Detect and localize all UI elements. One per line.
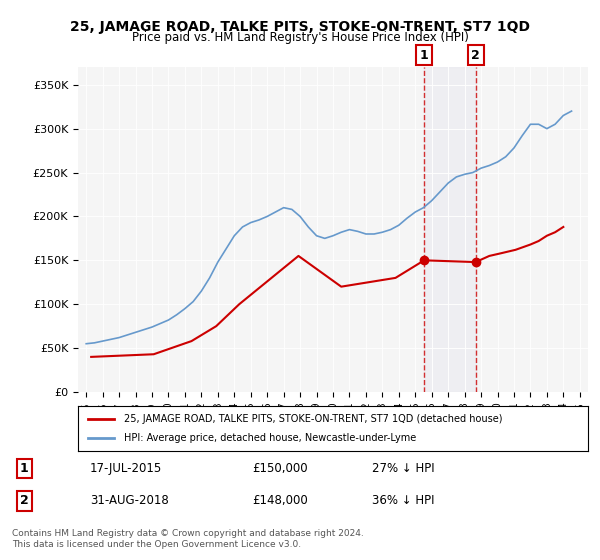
Text: 17-JUL-2015: 17-JUL-2015: [90, 461, 162, 475]
Text: £148,000: £148,000: [252, 494, 308, 507]
Text: 2: 2: [20, 494, 28, 507]
Text: 1: 1: [20, 461, 28, 475]
Text: HPI: Average price, detached house, Newcastle-under-Lyme: HPI: Average price, detached house, Newc…: [124, 433, 416, 444]
Text: 31-AUG-2018: 31-AUG-2018: [90, 494, 169, 507]
Text: 36% ↓ HPI: 36% ↓ HPI: [372, 494, 434, 507]
Text: 25, JAMAGE ROAD, TALKE PITS, STOKE-ON-TRENT, ST7 1QD: 25, JAMAGE ROAD, TALKE PITS, STOKE-ON-TR…: [70, 20, 530, 34]
Text: 2: 2: [471, 49, 480, 62]
Bar: [424, 67, 476, 392]
Text: 27% ↓ HPI: 27% ↓ HPI: [372, 461, 434, 475]
Text: Contains HM Land Registry data © Crown copyright and database right 2024.
This d: Contains HM Land Registry data © Crown c…: [12, 529, 364, 549]
Text: 1: 1: [420, 49, 428, 62]
Text: Price paid vs. HM Land Registry's House Price Index (HPI): Price paid vs. HM Land Registry's House …: [131, 31, 469, 44]
Text: £150,000: £150,000: [252, 461, 308, 475]
Text: 25, JAMAGE ROAD, TALKE PITS, STOKE-ON-TRENT, ST7 1QD (detached house): 25, JAMAGE ROAD, TALKE PITS, STOKE-ON-TR…: [124, 413, 502, 423]
